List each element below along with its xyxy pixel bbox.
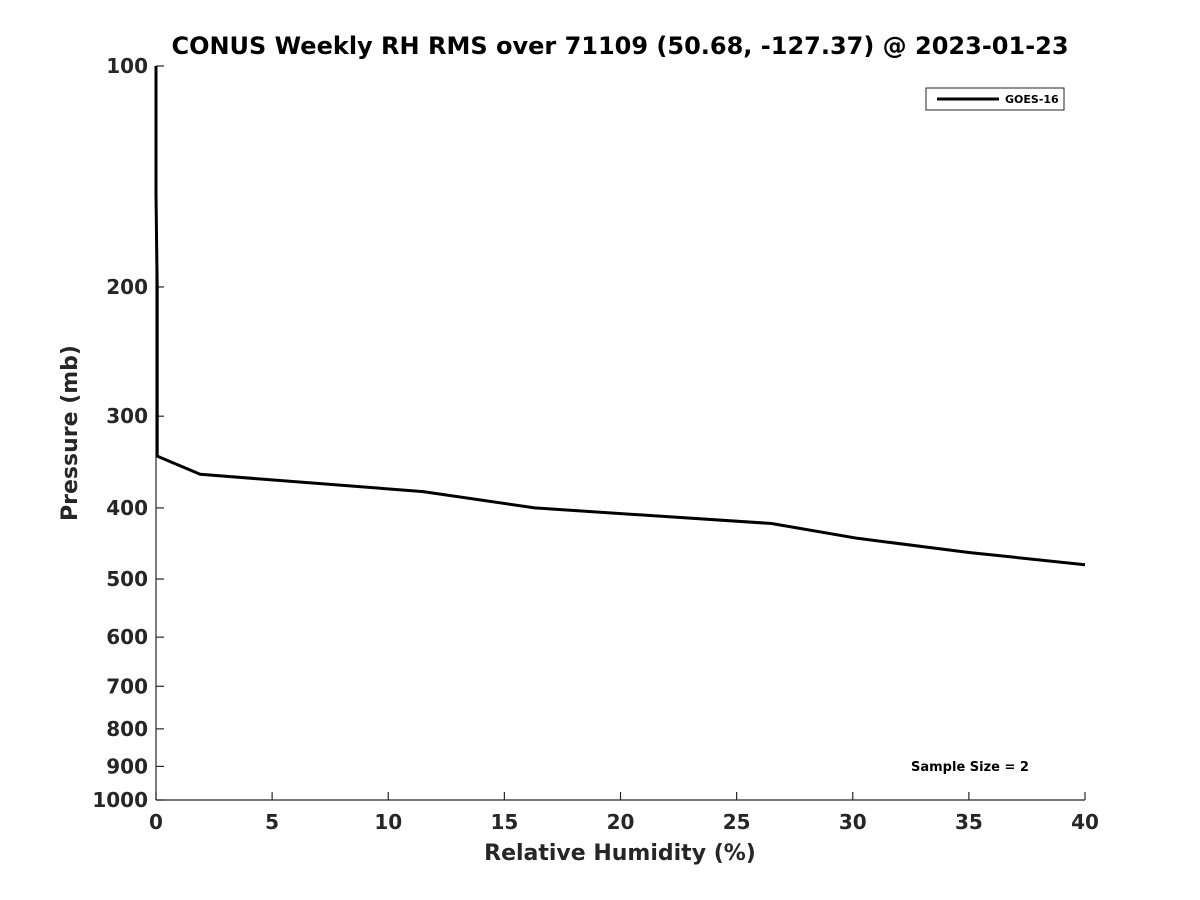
y-axis-label: Pressure (mb) [58,345,83,521]
x-tick-label: 10 [374,810,402,834]
x-tick-label: 20 [607,810,635,834]
x-axis-label: Relative Humidity (%) [484,841,756,866]
y-tick-label: 500 [106,567,148,591]
y-tick-label: 100 [106,54,148,78]
series-line-goes-16 [154,66,1086,567]
y-tick-label: 400 [106,496,148,520]
x-tick-label: 15 [490,810,518,834]
y-ticks: 100 200 300 400 500 600 700 800 900 1000 [92,54,164,812]
legend-label-goes-16: GOES-16 [1005,93,1059,106]
y-tick-label: 900 [106,754,148,778]
chart-title: CONUS Weekly RH RMS over 71109 (50.68, -… [171,32,1068,60]
x-tick-label: 25 [723,810,751,834]
x-tick-label: 5 [265,810,279,834]
y-tick-label: 800 [106,717,148,741]
legend: GOES-16 [925,87,1065,111]
x-tick-label: 35 [955,810,983,834]
x-tick-label: 40 [1071,810,1099,834]
x-tick-label: 0 [149,810,163,834]
y-tick-label: 700 [106,674,148,698]
y-tick-label: 300 [106,404,148,428]
y-tick-label: 600 [106,625,148,649]
plot-area: 0 5 10 15 20 25 30 35 40 100 200 300 400 500 600 700 80… [92,54,1099,834]
x-tick-label: 30 [839,810,867,834]
y-tick-label: 1000 [92,788,148,812]
y-tick-label: 200 [106,275,148,299]
series-layer [154,66,1086,567]
sample-size-annotation: Sample Size = 2 [911,760,1029,775]
x-ticks: 0 5 10 15 20 25 30 35 40 [149,792,1099,834]
